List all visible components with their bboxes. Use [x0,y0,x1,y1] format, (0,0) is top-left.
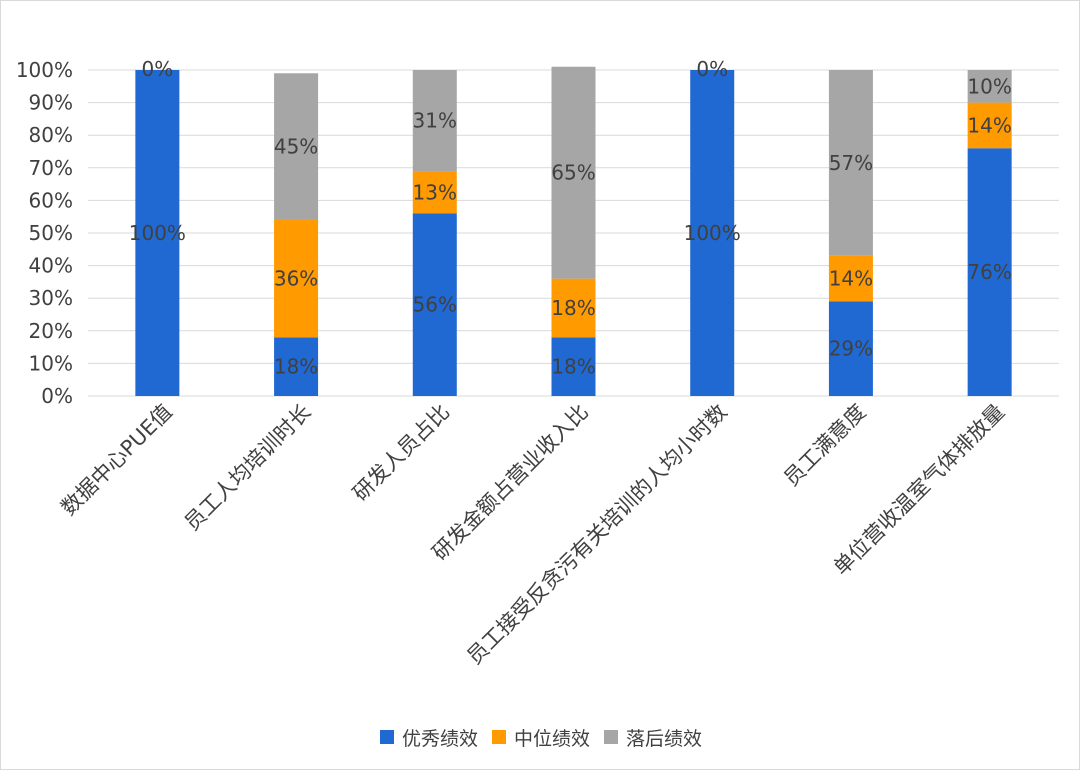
legend-label-lagging: 落后绩效 [626,727,703,750]
y-tick-label: 60% [29,188,73,212]
x-tick-label: 员工接受反贪污有关培训的人均小时数 [462,400,731,669]
bar-segment [274,73,319,220]
y-tick-label: 40% [29,254,73,278]
data-label: 29% [829,337,873,361]
y-tick-label: 100% [16,58,73,82]
x-axis-tick-labels: 数据中心PUE值 员工人均培训时长 研发人员占比研发金额占营业收入比员工接受反贪污有… [56,400,1009,669]
bar-segment [412,70,457,172]
data-label: 10% [967,74,1011,98]
bar-segment [828,301,873,396]
bar-segment [967,102,1012,149]
y-tick-label: 20% [29,319,73,343]
y-tick-label: 10% [29,351,73,375]
data-label: 18% [551,296,595,320]
y-tick-label: 90% [29,91,73,115]
y-tick-label: 30% [29,286,73,310]
bar-segment [135,70,180,396]
bar-segment [274,219,319,338]
legend-swatch-excellent [379,730,394,744]
x-tick-label: 员工满意度 [779,400,870,491]
bar-segment [828,70,873,256]
y-tick-label: 80% [29,123,73,147]
bar-segment [412,213,457,396]
data-label: 36% [274,267,318,291]
bar-segment [551,66,596,279]
data-label: 14% [829,267,873,291]
data-label: 13% [413,180,457,204]
data-label: 100% [684,221,741,245]
y-tick-label: 50% [29,221,73,245]
data-label: 14% [967,113,1011,137]
data-label: 0% [696,57,728,81]
data-label: 76% [967,260,1011,284]
x-tick-label: 数据中心PUE值 [56,400,176,520]
legend-label-excellent: 优秀绩效 [401,727,478,750]
data-label: 0% [141,57,173,81]
data-label: 56% [413,293,457,317]
data-label: 100% [129,221,186,245]
data-label: 57% [829,151,873,175]
data-label: 18% [274,355,318,379]
x-tick-label: 员工人均培训时长 [180,400,316,536]
data-label: 65% [551,161,595,185]
bar-segment [967,70,1012,103]
data-label: 18% [551,355,595,379]
x-tick-label: 研发金额占营业收入比 [428,400,593,565]
y-axis-tick-labels: 0% 10% 20% 30% 40% 50% 60% 70% 80% 90% 100% [16,58,73,408]
bar-segment [274,337,319,396]
bars [135,66,1012,396]
bar-segment [551,278,596,338]
bar-segment [967,148,1012,396]
legend-label-median: 中位绩效 [513,727,590,750]
legend: 优秀绩效 中位绩效 落后绩效 [1,723,1080,751]
legend-item-median: 中位绩效 [491,724,590,751]
data-label: 45% [274,135,318,159]
bar-segment [551,337,596,396]
bar-segment [828,255,873,302]
legend-item-lagging: 落后绩效 [604,724,702,751]
x-tick-label: 研发人员占比 [348,400,454,506]
y-tick-label: 0% [41,384,73,408]
legend-swatch-lagging [604,730,618,744]
bar-segment [412,171,457,214]
data-labels: 100% 0% 18% 36% 45% 56% 13% 31% 18% 18% 65% 100% 0% 2… [129,57,1012,379]
legend-swatch-median [491,730,506,744]
legend-item-excellent: 优秀绩效 [379,724,478,751]
data-label: 31% [413,109,457,133]
y-tick-label: 70% [29,156,73,180]
bar-segment [690,70,735,396]
